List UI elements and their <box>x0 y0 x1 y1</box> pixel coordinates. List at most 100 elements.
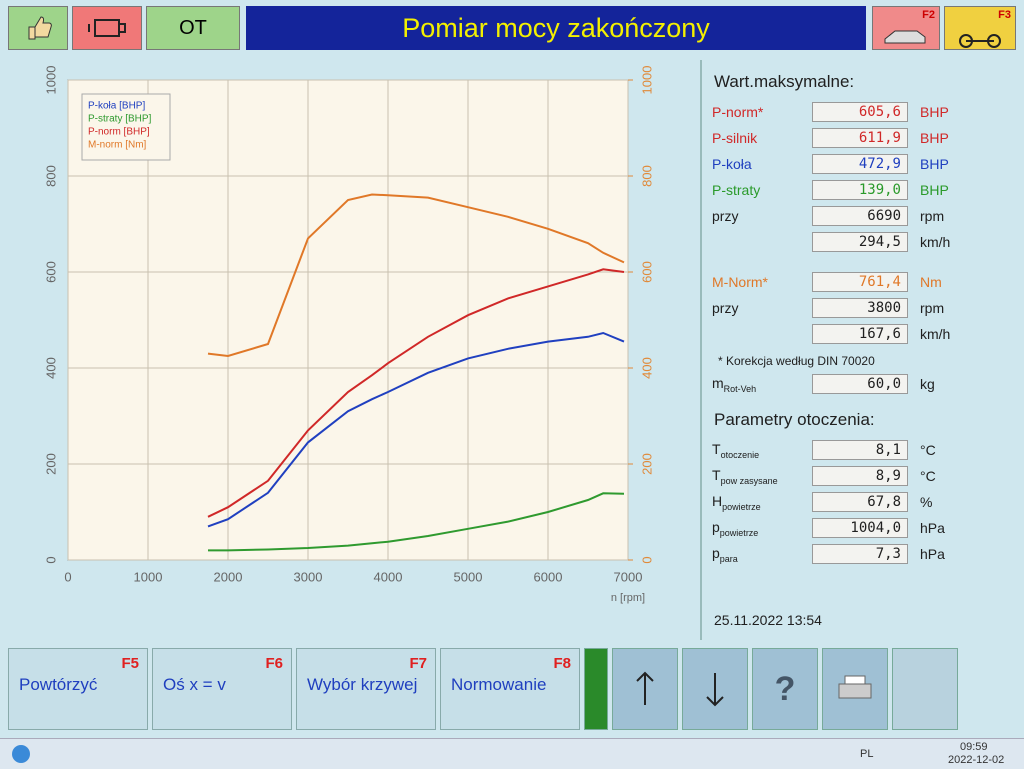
clock-date: 2022-12-02 <box>948 754 1005 766</box>
down-arrow <box>706 673 724 707</box>
row-label: przy <box>712 208 812 224</box>
engine-button[interactable] <box>72 6 142 50</box>
up-button[interactable] <box>612 648 678 730</box>
value-box: 761,4 <box>812 272 908 292</box>
value-row: P-straty 139,0 BHP <box>712 178 1006 202</box>
button-label: Oś x = v <box>163 675 226 694</box>
unit: °C <box>920 442 936 458</box>
help-button[interactable]: ? <box>752 648 818 730</box>
unit: BHP <box>920 156 949 172</box>
x-tick-label: 6000 <box>534 569 563 584</box>
legend-entry: P-koła [BHP] <box>88 101 145 112</box>
mass-row: mRot-Veh 60,0 kg <box>712 372 1006 396</box>
taskbar: PL 09:59 2022-12-02 <box>0 738 1024 769</box>
label: P-norm* <box>712 104 764 120</box>
value-row: 294,5 km/h <box>712 230 1006 254</box>
button-label: Wybór krzywej <box>307 675 418 694</box>
f2-button[interactable]: F2 <box>872 6 940 50</box>
button-key: F5 <box>121 655 139 672</box>
value-row: P-koła 472,9 BHP <box>712 152 1006 176</box>
x-tick-label: 5000 <box>454 569 483 584</box>
unit: km/h <box>920 234 951 250</box>
env-row: ppara 7,3 hPa <box>712 542 1006 566</box>
language: PL <box>860 748 874 760</box>
x-tick-label: 7000 <box>614 569 643 584</box>
label: przy <box>712 208 739 224</box>
unit: BHP <box>920 182 949 198</box>
function-button[interactable]: Oś x = v F6 <box>152 648 292 730</box>
y2-tick-label: 800 <box>639 165 654 187</box>
battery-indicator <box>584 648 608 730</box>
row-label: Hpowietrze <box>712 493 812 512</box>
value-row: P-norm* 605,6 BHP <box>712 100 1006 124</box>
function-button[interactable]: Powtórzyć F5 <box>8 648 148 730</box>
legend-entry: P-norm [BHP] <box>88 127 150 138</box>
unit: % <box>920 494 933 510</box>
value-row: P-silnik 611,9 BHP <box>712 126 1006 150</box>
f3-button[interactable]: F3 <box>944 6 1016 50</box>
value-box: 605,6 <box>812 102 908 122</box>
env-title: Parametry otoczenia: <box>714 410 875 429</box>
label: T <box>712 440 721 457</box>
unit: kg <box>920 376 935 392</box>
unit: hPa <box>920 546 945 562</box>
thumb-button[interactable] <box>8 6 68 50</box>
env-row: Hpowietrze 67,8% <box>712 490 1006 514</box>
label: M-Norm* <box>712 274 768 290</box>
y-tick-label: 200 <box>43 453 58 475</box>
y2-tick-label: 1000 <box>639 66 654 95</box>
x-tick-label: 1000 <box>134 569 163 584</box>
value-box: 294,5 <box>812 232 908 252</box>
row-label: ppara <box>712 545 812 564</box>
function-button[interactable]: Wybór krzywej F7 <box>296 648 436 730</box>
y-tick-label: 0 <box>43 556 58 563</box>
value-box: 167,6 <box>812 324 908 344</box>
unit: BHP <box>920 130 949 146</box>
value-box: 6690 <box>812 206 908 226</box>
legend-entry: M-norm [Nm] <box>88 140 147 151</box>
row-label: przy <box>712 300 812 316</box>
car-icon <box>884 30 926 44</box>
label-sub: powietrze <box>719 527 759 538</box>
up-arrow <box>636 671 654 705</box>
mass-label: mRot-Veh <box>712 375 812 394</box>
button-label: Powtórzyć <box>19 675 98 694</box>
legend-entry: P-straty [BHP] <box>88 114 152 125</box>
unit: °C <box>920 468 936 484</box>
max-values: P-norm* 605,6 BHP P-silnik 611,9 BHP P-koła 472… <box>712 100 1006 346</box>
x-tick-label: 0 <box>64 569 71 584</box>
value-box: 3800 <box>812 298 908 318</box>
value-box: 139,0 <box>812 180 908 200</box>
blank-button[interactable] <box>892 648 958 730</box>
y-tick-label: 1000 <box>43 66 58 95</box>
value-row: M-Norm* 761,4 Nm <box>712 270 1006 294</box>
thumb-icon <box>28 16 52 40</box>
legend-box <box>81 93 171 161</box>
value-box: 611,9 <box>812 128 908 148</box>
value-box: 8,1 <box>812 440 908 460</box>
value-box: 60,0 <box>812 374 908 394</box>
x-tick-label: 4000 <box>374 569 403 584</box>
series-line <box>207 268 625 518</box>
y-tick-label: 800 <box>43 165 58 187</box>
unit: km/h <box>920 326 951 342</box>
row-label: ppowietrze <box>712 519 812 538</box>
title: Pomiar mocy zakończony <box>246 6 866 50</box>
print-button[interactable] <box>822 648 888 730</box>
row-label: P-koła <box>712 156 812 172</box>
ot-button[interactable]: OT <box>146 6 240 50</box>
series-line <box>207 331 625 528</box>
label-sub: para <box>719 553 738 564</box>
x-axis-label: n [rpm] <box>611 592 645 604</box>
unit: BHP <box>920 104 949 120</box>
label: P-koła <box>712 156 752 172</box>
label: przy <box>712 300 739 316</box>
start-button[interactable] <box>12 745 30 763</box>
printer-icon <box>838 675 872 699</box>
value-box: 472,9 <box>812 154 908 174</box>
series-line <box>207 193 625 358</box>
down-button[interactable] <box>682 648 748 730</box>
value-row: przy 6690 rpm <box>712 204 1006 228</box>
function-button[interactable]: Normowanie F8 <box>440 648 580 730</box>
